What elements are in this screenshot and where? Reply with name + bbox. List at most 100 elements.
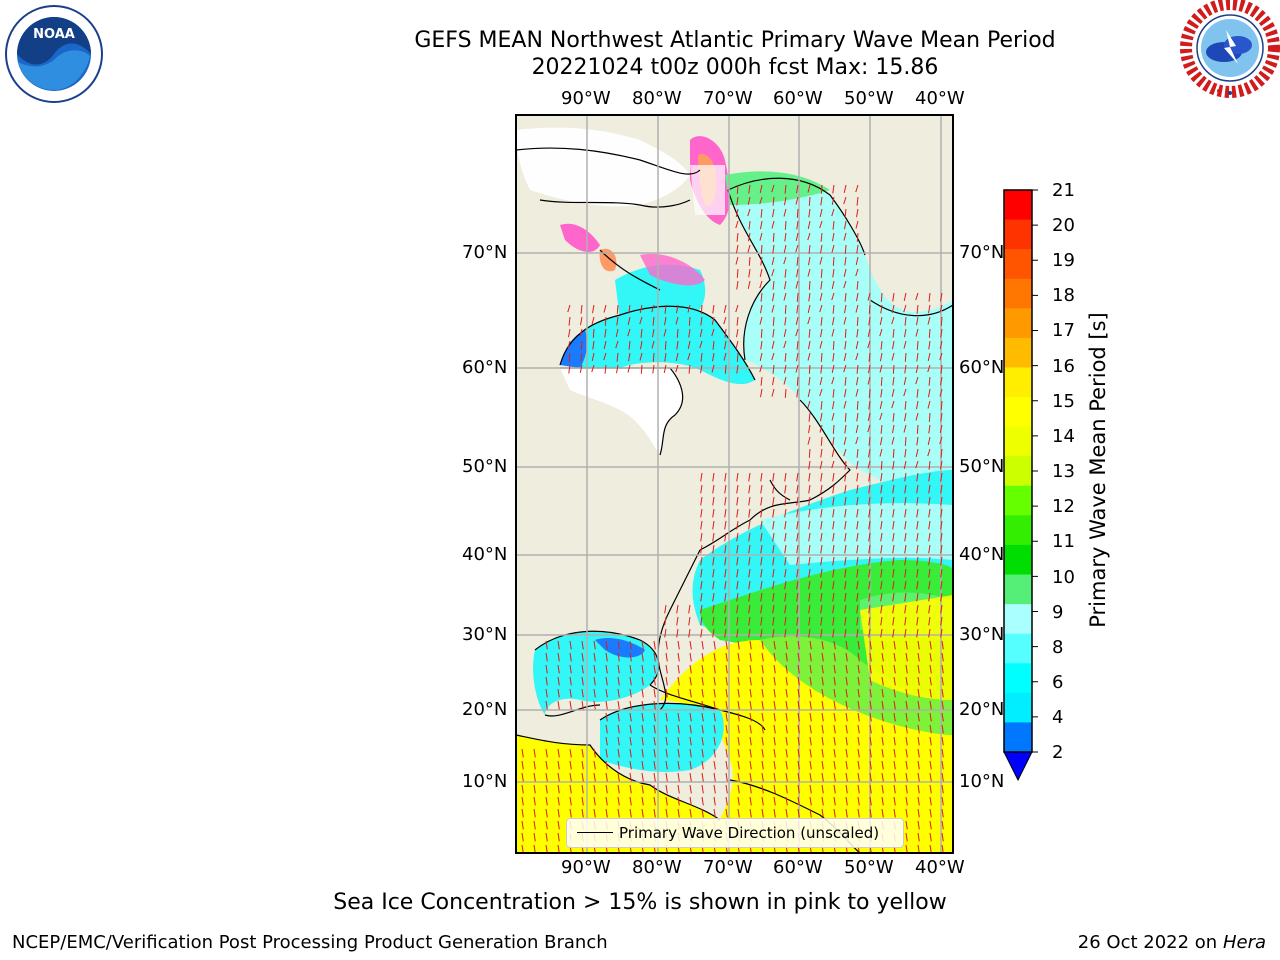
wave-arrow — [676, 616, 679, 626]
wave-arrow — [903, 340, 907, 349]
wave-arrow — [797, 760, 800, 770]
wave-arrow — [819, 388, 823, 397]
wave-arrow — [785, 808, 788, 818]
wave-arrow — [903, 376, 907, 385]
wave-arrow — [629, 724, 632, 734]
wave-arrow — [701, 724, 704, 734]
wave-arrow — [796, 484, 799, 494]
wave-arrow — [557, 796, 560, 806]
colorbar-segment — [1004, 190, 1032, 221]
wave-arrow — [605, 700, 608, 710]
wave-arrow — [903, 424, 907, 433]
wave-arrow — [844, 604, 847, 614]
wave-arrow — [725, 688, 728, 698]
wave-arrow — [904, 400, 907, 410]
wave-arrow — [808, 496, 811, 506]
wave-arrow — [689, 724, 692, 734]
wave-arrow — [545, 784, 548, 794]
wave-arrow — [941, 664, 944, 674]
wave-arrow — [941, 676, 944, 686]
wave-arrow — [869, 772, 872, 782]
wave-arrow — [725, 724, 728, 734]
wave-arrow — [773, 724, 776, 734]
wave-arrow — [941, 796, 944, 806]
wave-arrow — [881, 772, 884, 782]
wave-arrow — [869, 676, 872, 686]
lon-label-top: 90°W — [561, 88, 611, 109]
wave-arrow — [845, 784, 848, 794]
wave-arrow — [855, 268, 859, 277]
wave-arrow — [929, 844, 932, 853]
wave-arrow — [916, 400, 919, 410]
wave-arrow — [653, 796, 656, 806]
wave-arrow — [892, 592, 895, 602]
wave-arrow — [928, 556, 931, 566]
wave-arrow — [867, 292, 871, 301]
wave-arrow — [533, 772, 536, 782]
wave-arrow — [795, 316, 799, 325]
wave-arrow — [869, 760, 872, 770]
wave-arrow — [713, 796, 716, 806]
wave-arrow — [749, 676, 752, 686]
wave-arrow — [845, 772, 848, 782]
wave-arrow — [641, 724, 644, 734]
wave-arrow — [856, 244, 859, 254]
wave-arrow — [783, 376, 787, 385]
wave-arrow — [856, 280, 859, 290]
wave-arrow — [760, 568, 763, 578]
wave-arrow — [736, 556, 739, 566]
wave-arrow — [736, 328, 739, 338]
wave-arrow — [665, 760, 668, 770]
wave-arrow — [760, 292, 763, 302]
wave-arrow — [569, 700, 572, 710]
wave-arrow — [521, 808, 524, 818]
wave-arrow — [904, 448, 907, 458]
wave-arrow — [628, 352, 631, 362]
wave-arrow — [796, 556, 799, 566]
wave-arrow — [809, 748, 812, 758]
wave-arrow — [784, 232, 787, 242]
wave-arrow — [545, 640, 548, 650]
wave-arrow — [641, 736, 644, 746]
wave-arrow — [927, 400, 931, 409]
wave-arrow — [701, 712, 704, 722]
wave-arrow — [857, 712, 860, 722]
wave-arrow — [747, 244, 751, 253]
wave-arrow — [677, 664, 680, 674]
wave-arrow — [617, 760, 620, 770]
wave-arrow — [820, 580, 823, 590]
wave-arrow — [747, 208, 751, 217]
wave-arrow — [677, 652, 680, 662]
wave-arrow — [664, 316, 667, 326]
wave-arrow — [700, 580, 703, 590]
wave-arrow — [820, 556, 823, 566]
wave-arrow — [784, 484, 787, 494]
wave-arrow — [939, 352, 943, 361]
wave-arrow — [796, 376, 799, 386]
wave-arrow — [940, 328, 943, 338]
colorbar-tick: 15 — [1052, 391, 1075, 412]
wave-arrow — [856, 292, 859, 302]
wave-arrow — [832, 424, 835, 434]
wave-arrow — [868, 472, 871, 482]
wave-arrow — [629, 652, 632, 662]
wave-arrow — [915, 460, 919, 469]
wave-arrow — [640, 328, 643, 338]
wave-arrow — [856, 568, 859, 578]
wave-arrow — [869, 712, 872, 722]
wave-arrow — [808, 364, 811, 374]
wave-arrow — [844, 424, 847, 434]
wave-arrow — [737, 772, 740, 782]
wave-arrow — [783, 340, 787, 349]
wave-arrow — [748, 184, 751, 194]
wave-arrow — [820, 532, 823, 542]
wave-arrow — [868, 496, 871, 506]
wave-arrow — [808, 244, 811, 254]
wave-arrow — [856, 460, 859, 470]
wave-arrow — [917, 664, 920, 674]
wave-arrow — [725, 760, 728, 770]
wave-arrow — [856, 616, 859, 626]
wave-arrow — [761, 700, 764, 710]
wave-arrow — [593, 688, 596, 698]
wave-arrow — [557, 676, 560, 686]
